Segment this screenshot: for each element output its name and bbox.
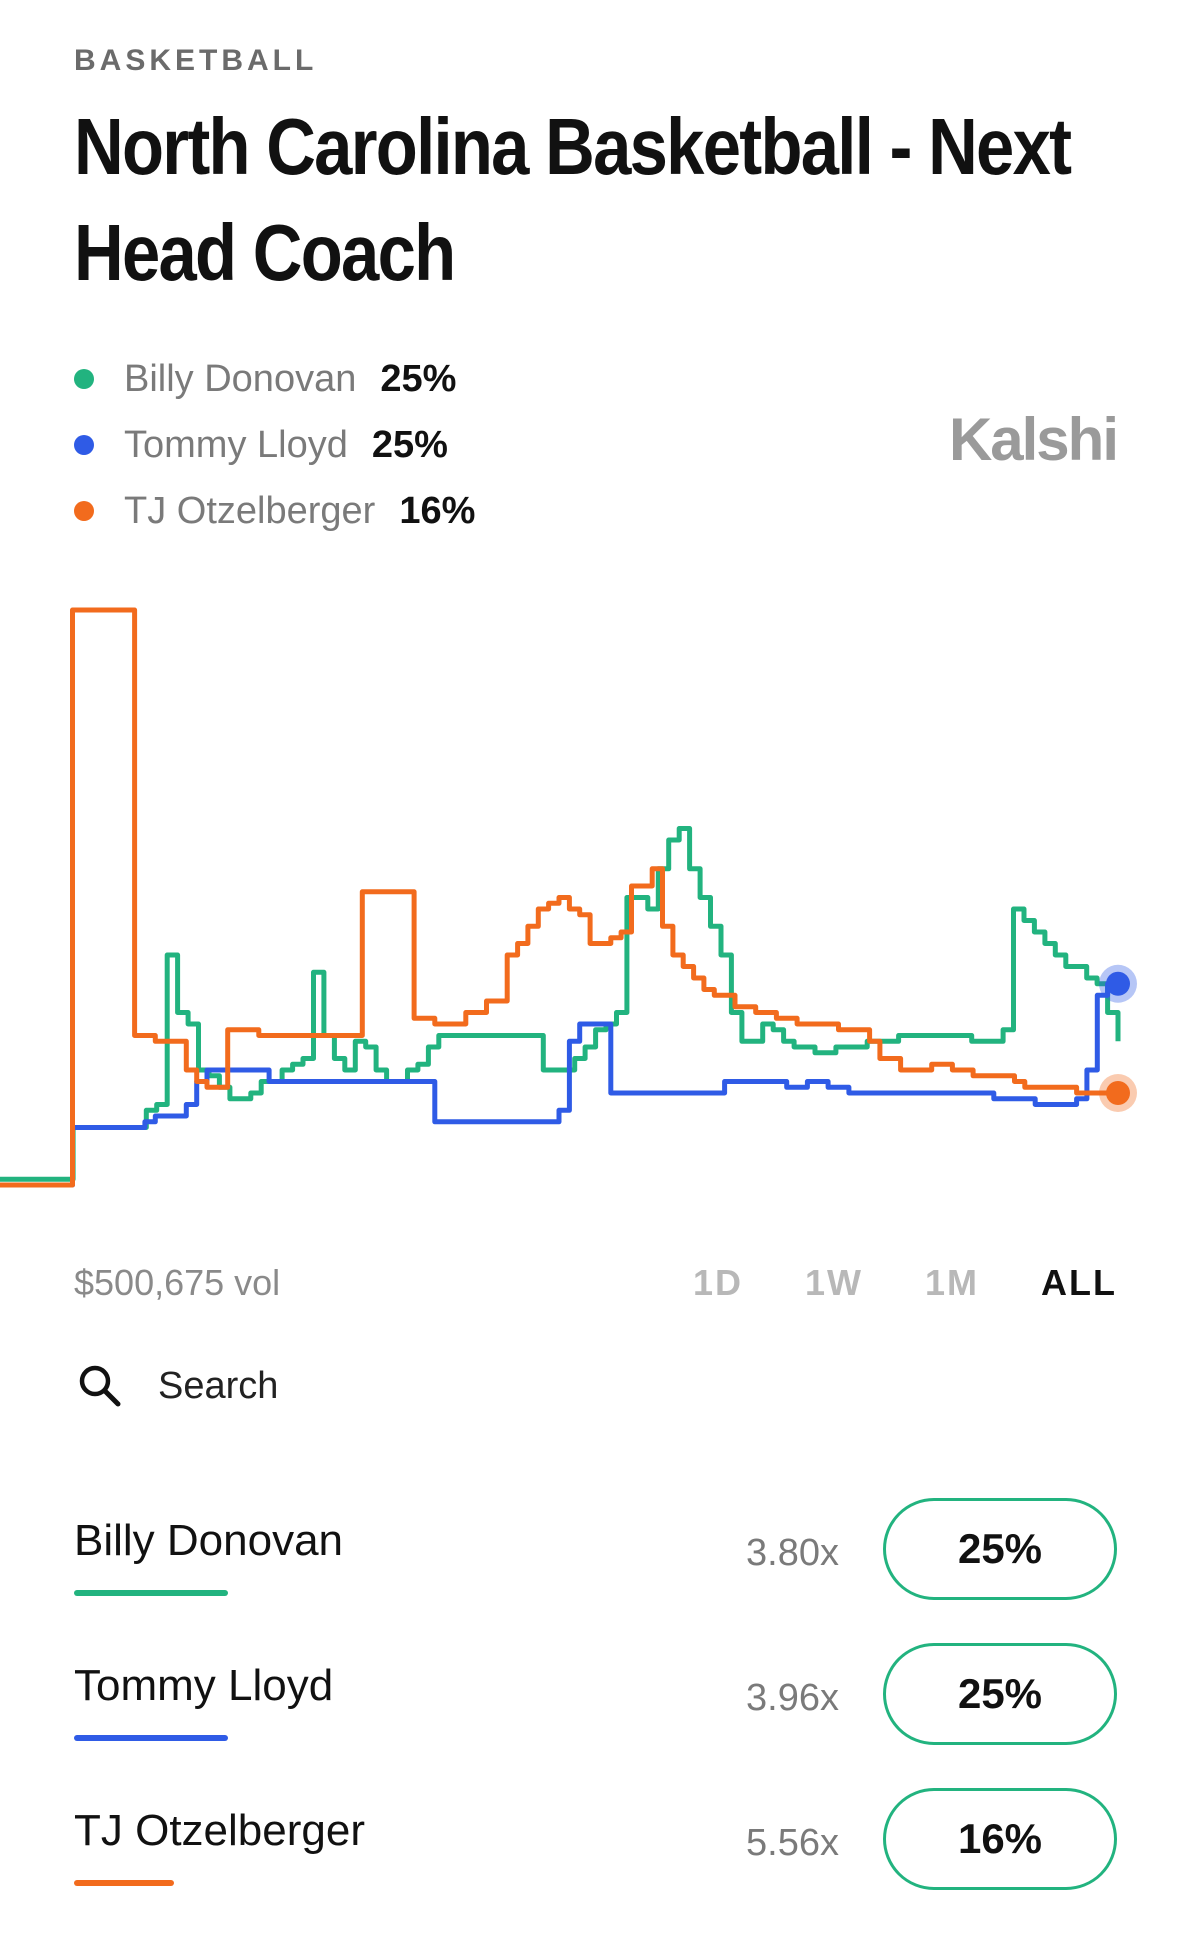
legend-item-tj-otzelberger: TJ Otzelberger 16%: [74, 478, 475, 544]
outcome-row-tommy-lloyd[interactable]: Tommy Lloyd 3.96x 25%: [74, 1643, 1117, 1787]
series-line-0: [0, 826, 1121, 1182]
page-title: North Carolina Basketball - Next Head Co…: [74, 102, 1072, 297]
series-line-2: [0, 607, 1118, 1188]
search-input[interactable]: [156, 1363, 660, 1409]
range-1m-button[interactable]: 1M: [925, 1262, 980, 1303]
outcome-name: TJ Otzelberger: [74, 1806, 365, 1855]
search-bar: [74, 1360, 660, 1412]
outcome-color-bar: [74, 1735, 228, 1741]
outcome-color-bar: [74, 1880, 174, 1886]
outcome-row-billy-donovan[interactable]: Billy Donovan 3.80x 25%: [74, 1498, 1117, 1642]
buy-billy-donovan-button[interactable]: 25%: [883, 1498, 1117, 1600]
series-end-point-1: [1106, 971, 1130, 996]
series-line-1: [0, 981, 1118, 1188]
volume-label: $500,675 vol: [74, 1262, 281, 1303]
legend-item-tommy-lloyd: Tommy Lloyd 25%: [74, 412, 475, 478]
range-all-button[interactable]: ALL: [1041, 1262, 1117, 1303]
legend-dot-billy-donovan: [74, 369, 94, 389]
outcome-multiplier: 5.56x: [746, 1822, 839, 1864]
search-icon: [79, 1365, 121, 1407]
series-end-point-2: [1106, 1081, 1130, 1105]
chart-legend: Billy Donovan 25% Tommy Lloyd 25% TJ Otz…: [74, 346, 475, 544]
legend-dot-tj-otzelberger: [74, 501, 94, 521]
legend-name: TJ Otzelberger: [124, 489, 376, 532]
category-label: BASKETBALL: [74, 44, 318, 77]
kalshi-logo: Kalshi: [948, 406, 1119, 473]
outcome-name: Billy Donovan: [74, 1516, 344, 1565]
legend-pct: 25%: [371, 423, 448, 466]
buy-tj-otzelberger-button[interactable]: 16%: [883, 1788, 1117, 1890]
legend-name: Billy Donovan: [124, 357, 357, 400]
legend-pct: 16%: [399, 489, 476, 532]
legend-dot-tommy-lloyd: [74, 435, 94, 455]
outcome-name: Tommy Lloyd: [74, 1661, 334, 1710]
outcome-row-tj-otzelberger[interactable]: TJ Otzelberger 5.56x 16%: [74, 1788, 1117, 1932]
price-chart[interactable]: [0, 590, 1179, 1210]
outcome-multiplier: 3.96x: [746, 1677, 839, 1719]
range-1d-button[interactable]: 1D: [692, 1262, 743, 1303]
legend-item-billy-donovan: Billy Donovan 25%: [74, 346, 475, 412]
legend-pct: 25%: [380, 357, 457, 400]
buy-tommy-lloyd-button[interactable]: 25%: [883, 1643, 1117, 1745]
outcome-multiplier: 3.80x: [746, 1532, 839, 1574]
legend-name: Tommy Lloyd: [124, 423, 348, 466]
outcome-color-bar: [74, 1590, 228, 1596]
range-1w-button[interactable]: 1W: [805, 1262, 863, 1303]
time-range-selector: 1D 1W 1M ALL: [631, 1262, 1117, 1304]
